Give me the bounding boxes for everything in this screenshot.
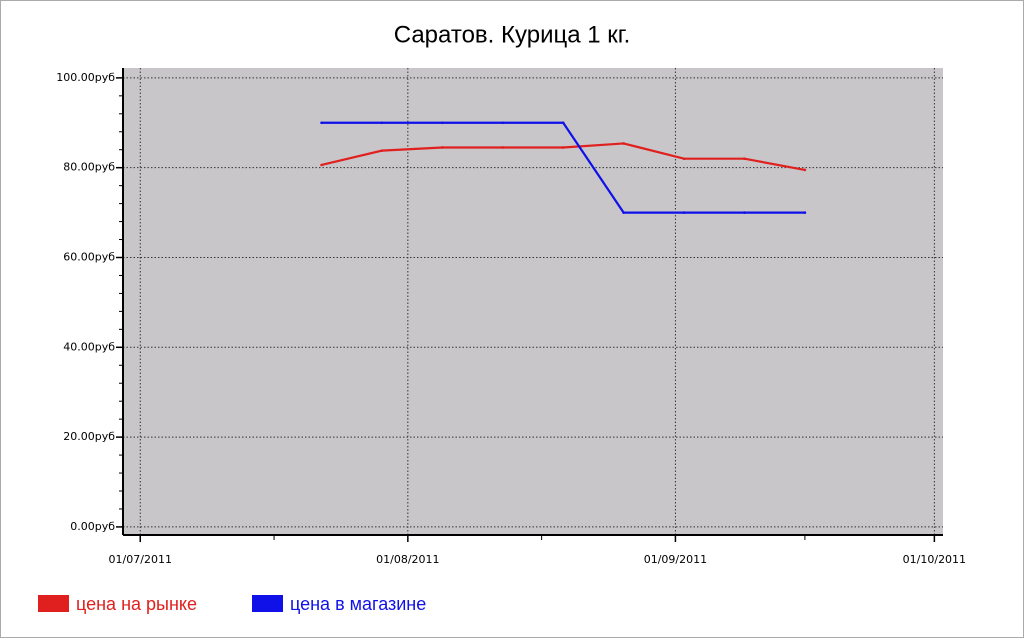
x-tick-label: 01/07/2011: [109, 553, 172, 566]
y-tick-label: 20.00руб: [63, 430, 115, 443]
data-point: [501, 121, 505, 125]
data-point: [561, 121, 565, 125]
legend-swatch: [252, 595, 283, 612]
y-tick-label: 0.00руб: [70, 520, 115, 533]
x-tick-label: 01/10/2011: [903, 553, 966, 566]
y-tick-label: 100.00руб: [56, 71, 115, 84]
data-point: [320, 121, 323, 125]
y-tick-label: 60.00руб: [63, 250, 115, 263]
data-point: [380, 149, 384, 152]
data-point: [441, 146, 444, 149]
data-point: [622, 211, 625, 214]
chart-title: Саратов. Курица 1 кг.: [394, 21, 631, 48]
plot-area: 0.00руб 20.00руб 40.00руб 60.00руб 80.00руб 1…: [56, 68, 966, 566]
data-point: [380, 121, 384, 125]
data-point: [682, 157, 686, 161]
data-point: [803, 168, 807, 172]
data-point: [441, 121, 444, 125]
data-point: [501, 146, 505, 149]
plot-background: [123, 68, 943, 535]
data-point: [803, 211, 807, 214]
data-point: [561, 146, 565, 149]
data-point: [622, 142, 625, 145]
data-point: [320, 163, 323, 167]
data-point: [743, 211, 746, 214]
legend-label: цена в магазине: [290, 594, 426, 614]
x-tick-label: 01/08/2011: [376, 553, 439, 566]
legend-label: цена на рынке: [76, 594, 197, 614]
data-point: [743, 157, 746, 161]
y-tick-label: 80.00руб: [63, 161, 115, 174]
x-tick-label: 01/09/2011: [644, 553, 707, 566]
data-point: [682, 211, 686, 214]
legend-swatch: [38, 595, 69, 612]
y-tick-label: 40.00руб: [63, 340, 115, 353]
